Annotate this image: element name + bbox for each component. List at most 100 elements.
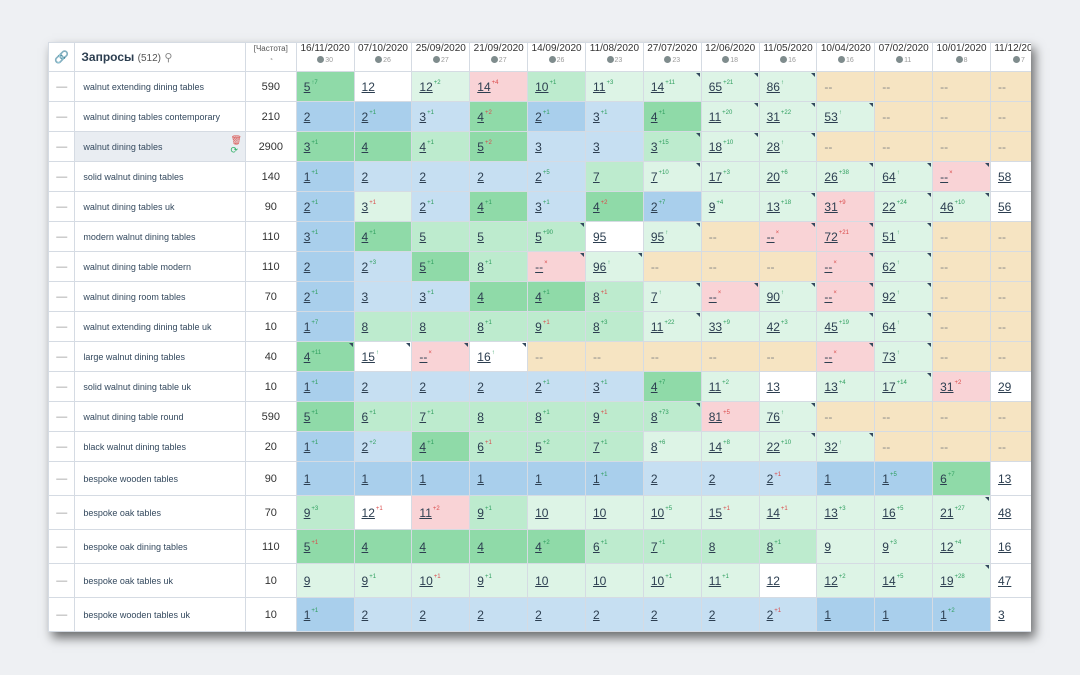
position-cell[interactable]: 15+1 (700, 495, 760, 530)
position-cell[interactable]: 8 (353, 311, 413, 342)
position-cell[interactable]: 6+7 (932, 461, 991, 496)
position-cell[interactable]: 1 (469, 461, 529, 496)
table-row[interactable]: — (48, 631, 1031, 632)
position-cell[interactable] (469, 631, 529, 632)
position-cell[interactable]: -- (990, 431, 1031, 462)
position-cell[interactable]: -- (932, 281, 991, 312)
table-row[interactable]: — walnut dining table modern 110 2 2+3 5+1 8+1… (48, 251, 1031, 282)
position-cell[interactable]: 8 (411, 311, 471, 342)
position-cell[interactable]: 9 (816, 529, 876, 564)
position-cell[interactable]: -- (932, 431, 991, 462)
position-cell[interactable]: 10 (584, 495, 644, 530)
position-cell[interactable]: 12+1 (353, 495, 413, 530)
row-drag-handle[interactable]: — (48, 161, 76, 192)
position-cell[interactable]: 1+1 (584, 461, 644, 496)
date-column-header[interactable]: 11/12/2019 7 (990, 42, 1031, 72)
position-cell[interactable]: 2+1 (295, 191, 355, 222)
row-drag-handle[interactable]: — (48, 311, 76, 342)
position-cell[interactable]: 2 (584, 597, 644, 632)
date-column-header[interactable]: 07/10/2020 26 (353, 42, 413, 72)
row-drag-handle[interactable]: — (48, 191, 76, 222)
position-cell[interactable]: 3+1 (353, 191, 413, 222)
trash-icon[interactable]: 🗑 (230, 135, 242, 145)
position-cell[interactable]: 2 (642, 461, 702, 496)
position-cell[interactable]: -- (932, 101, 991, 132)
table-row[interactable]: — solid walnut dining table uk 10 1+1 2 2 2 2+1… (48, 371, 1031, 402)
position-cell[interactable]: -- (932, 401, 991, 432)
query-cell[interactable]: black walnut dining tables (74, 431, 246, 462)
position-cell[interactable]: 11+22 (642, 311, 702, 342)
position-cell[interactable]: 8+1 (469, 311, 529, 342)
position-cell[interactable]: 4+1 (642, 101, 702, 132)
position-cell[interactable]: 3 (353, 281, 413, 312)
position-cell[interactable]: 48 (990, 495, 1031, 530)
position-cell[interactable]: -- (932, 311, 991, 342)
position-cell[interactable]: -- (758, 341, 818, 372)
position-cell[interactable]: 3 (527, 131, 586, 162)
row-drag-handle[interactable]: — (48, 221, 76, 252)
position-cell[interactable]: 11+1 (700, 563, 760, 598)
table-row[interactable]: — bespoke wooden tables uk 10 1+1 2 2 2 2 2 2 2 2+1… (48, 597, 1031, 632)
position-cell[interactable]: 51↑ (874, 221, 934, 252)
position-cell[interactable]: 3+1 (584, 101, 644, 132)
position-cell[interactable]: 90↑ (758, 281, 818, 312)
refresh-icon[interactable]: ⟳ (230, 145, 239, 155)
position-cell[interactable]: 4+1 (353, 221, 413, 252)
position-cell[interactable]: 16 (990, 529, 1031, 564)
position-cell[interactable]: 2 (411, 597, 471, 632)
date-column-header[interactable]: 10/01/2020 8 (932, 42, 991, 72)
position-cell[interactable]: 5+90 (527, 221, 586, 252)
position-cell[interactable]: 62↑ (874, 251, 934, 282)
query-cell[interactable]: walnut dining tables 🗑 ⟳ (74, 131, 246, 162)
position-cell[interactable] (642, 631, 702, 632)
position-cell[interactable]: 2 (527, 597, 586, 632)
position-cell[interactable]: 28↑ (758, 131, 818, 162)
position-cell[interactable]: --× (816, 341, 876, 372)
position-cell[interactable]: 13 (758, 371, 818, 402)
position-cell[interactable]: 2+1 (295, 281, 355, 312)
row-drag-handle[interactable]: — (48, 281, 76, 312)
position-cell[interactable]: 95 (584, 221, 644, 252)
position-cell[interactable]: 2 (411, 371, 471, 402)
position-cell[interactable]: 16↑ (469, 341, 529, 372)
position-cell[interactable]: 13+3 (816, 495, 876, 530)
position-cell[interactable]: 5+1 (295, 401, 355, 432)
position-cell[interactable]: 2 (700, 597, 760, 632)
position-cell[interactable]: 5+1 (411, 251, 471, 282)
position-cell[interactable]: 12+2 (411, 71, 471, 102)
position-cell[interactable]: -- (932, 341, 991, 372)
position-cell[interactable]: -- (816, 401, 876, 432)
position-cell[interactable]: 4+2 (584, 191, 644, 222)
position-cell[interactable]: 8+1 (469, 251, 529, 282)
table-row[interactable]: — bespoke oak tables uk 10 9 9+1 10+1 9+1 10 10 1… (48, 563, 1031, 598)
position-cell[interactable]: 96↑ (584, 251, 644, 282)
position-cell[interactable]: 10+1 (527, 71, 586, 102)
position-cell[interactable]: -- (990, 401, 1031, 432)
position-cell[interactable]: 33+9 (700, 311, 760, 342)
position-cell[interactable]: 1+2 (932, 597, 991, 632)
position-cell[interactable]: 2+1 (758, 461, 818, 496)
position-cell[interactable]: 2 (353, 371, 413, 402)
position-cell[interactable]: 1+1 (295, 371, 355, 402)
query-cell[interactable]: large walnut dining tables (74, 341, 246, 372)
position-cell[interactable]: 4+1 (411, 131, 471, 162)
position-cell[interactable]: --× (700, 281, 760, 312)
position-cell[interactable]: 7+10 (642, 161, 702, 192)
position-cell[interactable]: -- (932, 71, 991, 102)
position-cell[interactable]: 9+1 (353, 563, 413, 598)
position-cell[interactable]: 9+3 (295, 495, 355, 530)
row-drag-handle[interactable]: — (48, 461, 76, 496)
position-cell[interactable]: 4 (469, 281, 529, 312)
position-cell[interactable]: 86↑ (758, 71, 818, 102)
query-cell[interactable]: walnut dining tables uk (74, 191, 246, 222)
position-cell[interactable] (874, 631, 934, 632)
position-cell[interactable]: 14+8 (700, 431, 760, 462)
query-cell[interactable]: bespoke wooden tables uk (74, 597, 246, 632)
position-cell[interactable]: 10 (527, 563, 586, 598)
position-cell[interactable]: -- (700, 341, 760, 372)
row-drag-handle[interactable]: — (48, 631, 76, 632)
position-cell[interactable]: --× (411, 341, 471, 372)
position-cell[interactable]: -- (990, 251, 1031, 282)
position-cell[interactable]: 5+1 (295, 529, 355, 564)
position-cell[interactable]: -- (642, 341, 702, 372)
